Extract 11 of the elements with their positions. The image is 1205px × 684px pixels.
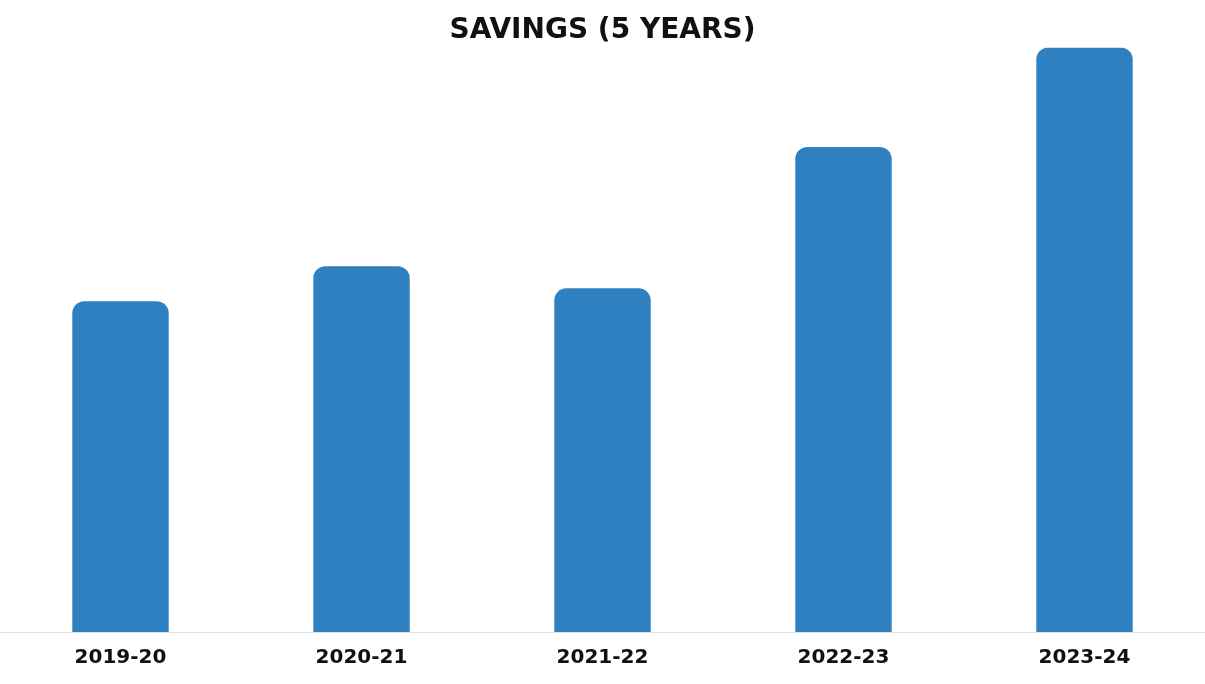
chart-title: SAVINGS (5 YEARS) bbox=[449, 12, 756, 46]
bar bbox=[1036, 47, 1133, 632]
bar bbox=[795, 146, 892, 632]
x-tick-label: 2022-23 bbox=[797, 644, 890, 669]
bar bbox=[313, 266, 410, 632]
x-tick-label: 2021-22 bbox=[556, 644, 649, 669]
x-tick-label: 2023-24 bbox=[1038, 644, 1131, 669]
bar bbox=[72, 301, 169, 632]
x-tick-label: 2020-21 bbox=[315, 644, 408, 669]
bar bbox=[554, 288, 651, 632]
x-tick-label: 2019-20 bbox=[74, 644, 167, 669]
